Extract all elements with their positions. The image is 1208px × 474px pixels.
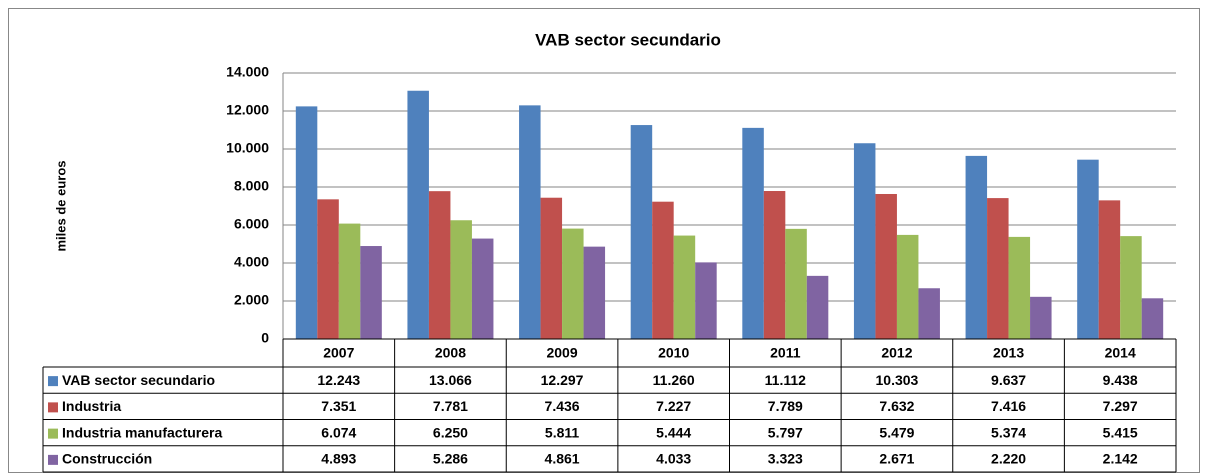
bar (806, 275, 829, 339)
data-label: 3.323 (768, 451, 803, 467)
x-tick-label: 2008 (435, 345, 466, 361)
data-label: 7.436 (545, 398, 580, 414)
legend-key (48, 454, 58, 465)
x-tick-label: 2013 (993, 345, 1024, 361)
data-label: 11.112 (765, 372, 806, 388)
bar (673, 235, 696, 339)
bar (519, 105, 541, 340)
data-label: 7.416 (991, 398, 1026, 414)
data-label: 10.303 (876, 372, 919, 388)
y-tick-label: 0 (261, 330, 269, 346)
data-label: 2.142 (1103, 451, 1138, 467)
bar (785, 228, 807, 339)
data-label: 5.374 (991, 424, 1026, 440)
x-tick-label: 2009 (546, 345, 577, 361)
legend-label: Industria manufacturera (62, 424, 222, 440)
data-label: 4.033 (656, 451, 691, 467)
y-tick-label: 6.000 (234, 216, 269, 232)
bar (562, 228, 584, 339)
data-label: 7.297 (1103, 398, 1138, 414)
x-tick-label: 2007 (323, 345, 354, 361)
x-tick-label: 2011 (770, 345, 801, 361)
data-label: 5.797 (768, 424, 803, 440)
bar (1030, 296, 1052, 339)
data-label: 11.260 (653, 372, 695, 388)
data-label: 2.671 (879, 451, 914, 467)
y-tick-label: 2.000 (234, 292, 269, 308)
bar (742, 127, 764, 339)
bar (540, 197, 563, 339)
bar (360, 246, 382, 339)
data-label: 6.074 (321, 424, 356, 440)
data-label: 6.250 (433, 424, 468, 440)
data-label: 9.438 (1103, 372, 1138, 388)
data-label: 5.444 (656, 424, 691, 440)
bar (1098, 200, 1121, 339)
bar (583, 246, 606, 339)
y-tick-label: 12.000 (226, 102, 269, 118)
bar (630, 125, 653, 339)
bar (1141, 298, 1164, 339)
bar (1077, 159, 1099, 339)
chart-title: VAB sector secundario (535, 30, 721, 49)
bar (450, 220, 472, 339)
data-label: 12.243 (317, 372, 360, 388)
data-label: 13.066 (429, 372, 472, 388)
y-tick-label: 10.000 (226, 140, 269, 156)
bar (471, 238, 494, 339)
y-tick-label: 14.000 (226, 64, 269, 80)
bar (918, 288, 940, 339)
bar (1008, 236, 1031, 339)
data-label: 5.479 (879, 424, 914, 440)
legend-key (48, 402, 58, 413)
data-label: 4.861 (545, 451, 580, 467)
x-tick-label: 2014 (1105, 345, 1136, 361)
data-label: 4.893 (321, 451, 356, 467)
legend-label: Industria (62, 398, 121, 414)
data-label: 7.781 (433, 398, 468, 414)
data-label: 7.632 (879, 398, 914, 414)
x-tick-label: 2010 (658, 345, 689, 361)
bar (317, 199, 339, 339)
bar (338, 223, 361, 339)
bar (407, 90, 429, 339)
legend-label: VAB sector secundario (62, 372, 215, 388)
legend-key (48, 376, 58, 387)
data-label: 5.415 (1103, 424, 1138, 440)
data-label: 5.286 (433, 451, 468, 467)
bar (965, 155, 988, 339)
data-label: 12.297 (541, 372, 584, 388)
data-label: 7.227 (656, 398, 691, 414)
data-label: 5.811 (545, 424, 579, 440)
bar (987, 198, 1009, 339)
y-tick-label: 4.000 (234, 254, 269, 270)
bar (428, 191, 451, 339)
bar (853, 143, 876, 339)
data-label: 2.220 (991, 451, 1026, 467)
data-label: 9.637 (991, 372, 1026, 388)
bar (695, 262, 717, 339)
x-tick-label: 2012 (881, 345, 912, 361)
bar (763, 191, 786, 339)
bar (896, 234, 919, 339)
legend-key (48, 428, 58, 439)
bar (652, 201, 674, 339)
legend-label: Construcción (62, 451, 152, 467)
data-label: 7.789 (768, 398, 803, 414)
y-axis-label: miles de euros (53, 160, 68, 251)
bar (875, 193, 897, 339)
bar (295, 106, 318, 340)
y-tick-label: 8.000 (234, 178, 269, 194)
bar (1120, 236, 1142, 339)
data-label: 7.351 (321, 398, 356, 414)
